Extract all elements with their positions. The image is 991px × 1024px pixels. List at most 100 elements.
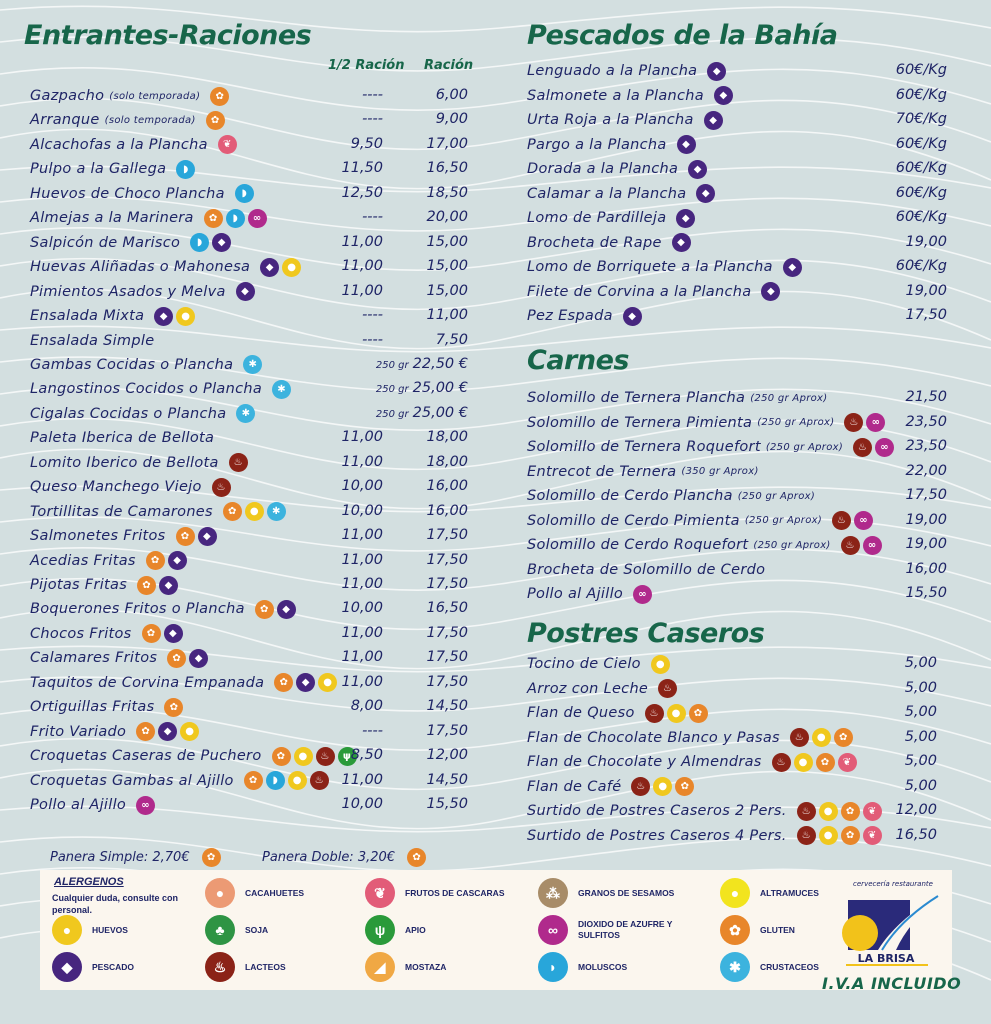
price-value: 20,00 <box>426 209 468 226</box>
lacteos-icon: ♨ <box>771 752 791 772</box>
legend-label: FRUTOS DE CASCARAS <box>405 887 505 898</box>
item-name: Huevas Aliñadas o Mahonesa <box>30 259 251 276</box>
allergen-icons: ✿ ● ♨ ψ <box>271 746 357 766</box>
legend-subtitle: Cualquier duda, consulte con personal. <box>52 893 179 915</box>
half-price: 11,00 <box>341 429 383 446</box>
mostaza-icon: ◢ <box>365 952 395 982</box>
half-price: 11,00 <box>341 673 383 690</box>
item-name: Pollo al Ajillo <box>30 797 127 814</box>
half-price: 11,00 <box>341 649 383 666</box>
allergen-icons: ∞ <box>136 795 156 815</box>
price: 17,50 <box>426 527 468 543</box>
wave-line <box>0 257 991 311</box>
price-value: 17,50 <box>426 576 468 592</box>
allergen-icons: ✿ ◆ <box>137 575 179 595</box>
menu-item: Flan de Café ♨ ● ✿ <box>527 776 695 798</box>
price: 19,00 <box>905 536 947 552</box>
gluten-icon: ✿ <box>833 728 853 747</box>
price: 18,50 <box>426 185 468 201</box>
price-value: 5,00 <box>904 704 937 720</box>
lacteos-icon: ♨ <box>844 413 864 432</box>
item-name: Croquetas Caseras de Puchero <box>30 748 262 765</box>
half-price: ---- <box>362 209 383 226</box>
menu-item: Filete de Corvina a la Plancha ◆ <box>527 281 781 303</box>
item-name: Boquerones Fritos o Plancha <box>30 601 245 618</box>
price: 11,00 <box>426 307 468 323</box>
crustaceos-icon: ✱ <box>272 379 292 399</box>
pescado-icon: ◆ <box>713 86 733 105</box>
pescado-icon: ◆ <box>296 673 316 693</box>
cacahuetes-icon: ● <box>205 878 235 908</box>
item-name: Cigalas Cocidas o Plancha <box>30 405 227 422</box>
price-value: 5,00 <box>904 753 937 769</box>
legend-item-cacahuetes: ● CACAHUETES <box>205 878 375 908</box>
item-name: Pollo al Ajillo <box>527 586 624 602</box>
item-name: Solomillo de Cerdo Plancha <box>527 488 733 504</box>
gluten-icon: ✿ <box>175 526 195 546</box>
crustaceos-icon: ✱ <box>266 502 286 522</box>
price-value: 5,00 <box>904 655 937 671</box>
price: 20,00 <box>426 209 468 225</box>
price-value: 22,00 <box>905 462 947 479</box>
half-price: 11,00 <box>341 233 383 250</box>
allergen-icons: ✿ ◆ ● <box>274 673 338 693</box>
gluten-icon: ✿ <box>675 777 695 796</box>
price: 17,50 <box>905 487 947 503</box>
menu-item: Gazpacho (solo temporada) ✿ <box>30 85 230 107</box>
menu-item: Pimientos Asados y Melva ◆ <box>30 281 255 303</box>
allergen-icons: ◆ <box>713 86 733 105</box>
price-value: 17,50 <box>426 527 468 544</box>
price-value: 17,50 <box>426 624 468 641</box>
price: 17,50 <box>426 576 468 592</box>
weight: 250 gr <box>375 408 409 420</box>
price-value: 19,00 <box>905 233 947 250</box>
allergen-icons: ✿ ◆ <box>145 551 187 571</box>
frutos-icon: ❦ <box>365 878 395 908</box>
gluten-icon: ✿ <box>136 722 156 742</box>
item-name: Pulpo a la Gallega <box>30 161 167 178</box>
huevos-icon: ● <box>811 728 831 747</box>
price: 21,50 <box>905 389 947 405</box>
item-name: Acedias Fritas <box>30 552 136 569</box>
item-name: Gambas Cocidas o Plancha <box>30 356 234 373</box>
price: 60€/Kg <box>896 209 947 225</box>
price: 16,50 <box>426 600 468 616</box>
item-name: Pimientos Asados y Melva <box>30 283 226 300</box>
menu-item: Salmonetes Fritos ✿ ◆ <box>30 525 217 547</box>
price: 60€/Kg <box>896 258 947 274</box>
item-name: Surtido de Postres Caseros 4 Pers. <box>527 827 787 844</box>
item-name: Calamar a la Plancha <box>527 185 687 202</box>
price: 18,00 <box>426 429 468 445</box>
pescado-icon: ◆ <box>676 135 696 154</box>
item-name: Solomillo de Ternera Roquefort <box>527 439 761 455</box>
price: 250 gr 25,00 € <box>376 380 468 396</box>
item-name: Flan de Café <box>527 778 622 795</box>
gluten-icon: ✿ <box>205 110 225 130</box>
allergen-icons: ● <box>650 654 670 674</box>
item-name: Solomillo de Ternera Plancha <box>527 390 746 406</box>
menu-item: Pulpo a la Gallega ◗ <box>30 158 196 180</box>
legend-item-pescado: ◆ PESCADO <box>52 952 222 982</box>
menu-item: Tocino de Cielo ● <box>527 653 670 675</box>
half-price: 11,00 <box>341 576 383 592</box>
huevos-icon: ● <box>52 915 82 945</box>
price: 15,50 <box>905 585 947 601</box>
menu-item: Surtido de Postres Caseros 4 Pers. ♨ ● ✿ ❦ <box>527 825 882 847</box>
lacteos-icon: ♨ <box>840 535 860 555</box>
item-name: Ensalada Simple <box>30 332 155 349</box>
pescado-icon: ◆ <box>622 306 642 326</box>
allergen-icons: ◗ <box>176 159 196 179</box>
price: 15,00 <box>426 258 468 274</box>
allergen-icons: ◗ <box>234 184 254 204</box>
huevos-icon: ● <box>818 801 838 821</box>
allergen-icons: ◆ <box>622 306 642 326</box>
menu-item: Lomito Iberico de Bellota ♨ <box>30 452 248 474</box>
price-value: 23,50 <box>905 438 947 454</box>
huevos-icon: ● <box>650 654 670 674</box>
lacteos-icon: ♨ <box>228 453 248 473</box>
pescado-icon: ◆ <box>163 624 183 644</box>
huevos-icon: ● <box>653 777 673 796</box>
allergen-icons: ♨ ● ✿ <box>631 777 695 796</box>
item-name: Croquetas Gambas al Ajillo <box>30 772 234 789</box>
panera-simple-label: Panera Simple: 2,70€ <box>50 850 190 865</box>
